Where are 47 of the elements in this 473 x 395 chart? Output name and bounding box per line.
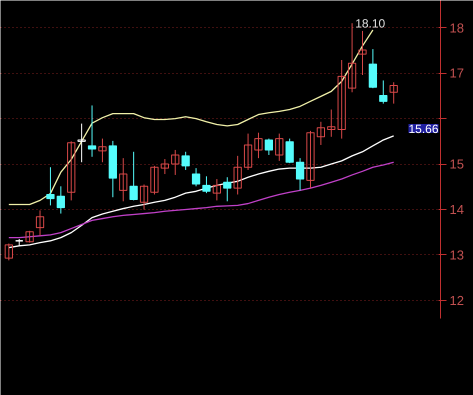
candlestick	[67, 140, 76, 201]
candlestick	[286, 138, 294, 164]
candlestick	[98, 138, 107, 163]
candlestick	[338, 60, 346, 140]
candlestick	[379, 80, 388, 104]
candlestick	[25, 230, 34, 244]
line-series	[8, 29, 374, 206]
candlestick	[316, 121, 326, 146]
candlestick	[358, 30, 367, 76]
candlestick	[234, 155, 242, 195]
annotation: 18.10	[355, 16, 386, 31]
candlestick	[182, 151, 190, 170]
line-series	[8, 135, 394, 248]
y-tick-label: 18	[450, 20, 464, 36]
y-tick-label: 15	[450, 156, 464, 172]
candlestick	[202, 176, 211, 194]
candlestick	[264, 138, 274, 156]
candlestick	[275, 133, 284, 162]
y-tick-label: 17	[450, 66, 464, 81]
candlestick	[46, 166, 55, 206]
candlestick	[130, 151, 138, 201]
candlestick	[306, 130, 315, 189]
y-tick-label: 14	[450, 202, 464, 217]
candlestick	[212, 178, 221, 201]
candlestick	[4, 243, 13, 261]
candlestick	[160, 158, 169, 175]
candlestick	[56, 186, 65, 214]
y-tick-label: 12	[450, 292, 464, 308]
candlestick	[296, 158, 304, 191]
candlestick	[192, 168, 200, 187]
candlestick	[223, 176, 232, 202]
candlestick	[36, 210, 44, 236]
candlestick	[88, 104, 96, 158]
candlestick	[150, 165, 159, 195]
candlestick	[244, 133, 252, 170]
candlestick	[119, 158, 128, 202]
candlestick	[140, 184, 148, 210]
candlestick	[254, 132, 263, 159]
candlestick	[390, 82, 398, 104]
candlestick	[368, 48, 378, 89]
candlestick	[327, 109, 336, 138]
line-series	[8, 162, 394, 238]
candlestick	[171, 149, 180, 176]
text: 15.66	[408, 122, 439, 136]
candlestick	[77, 123, 86, 163]
candlestick	[348, 22, 356, 93]
y-tick-label: 13	[450, 247, 464, 262]
